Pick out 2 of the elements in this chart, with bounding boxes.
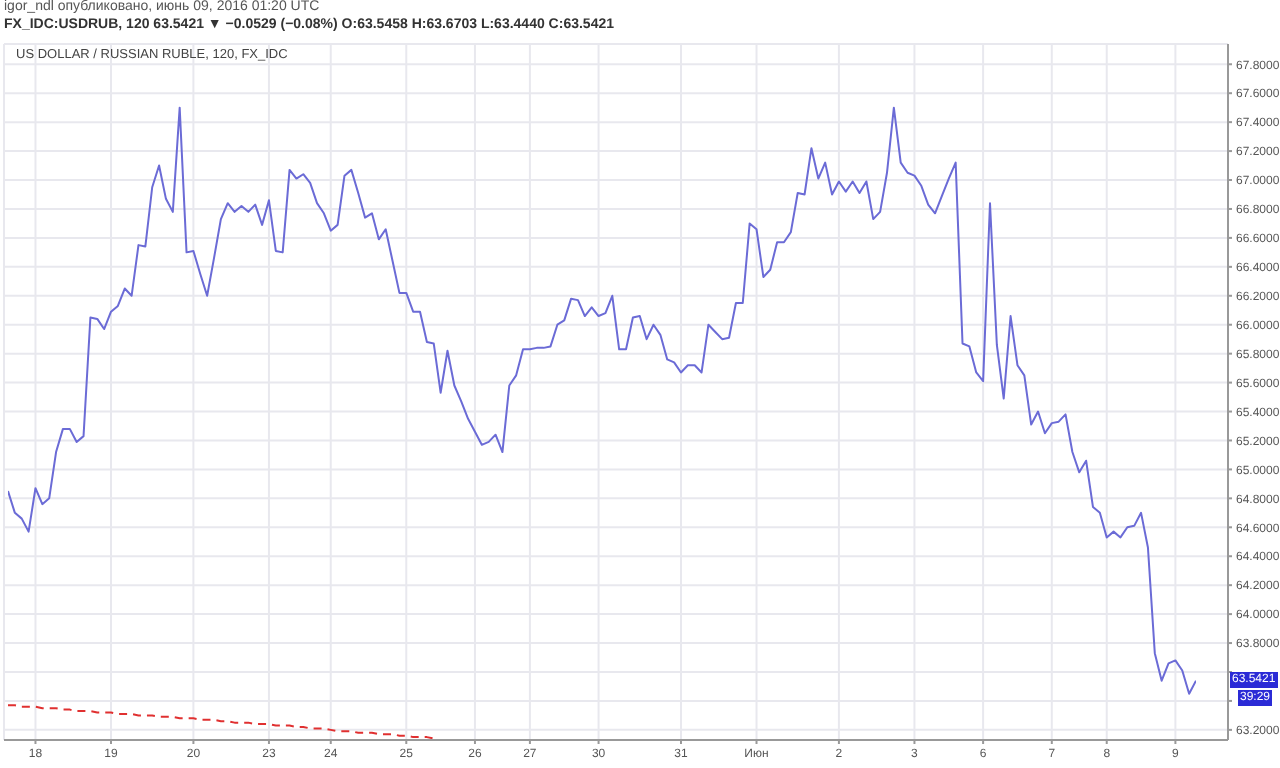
line-series xyxy=(8,106,1196,695)
line-series xyxy=(8,704,435,740)
